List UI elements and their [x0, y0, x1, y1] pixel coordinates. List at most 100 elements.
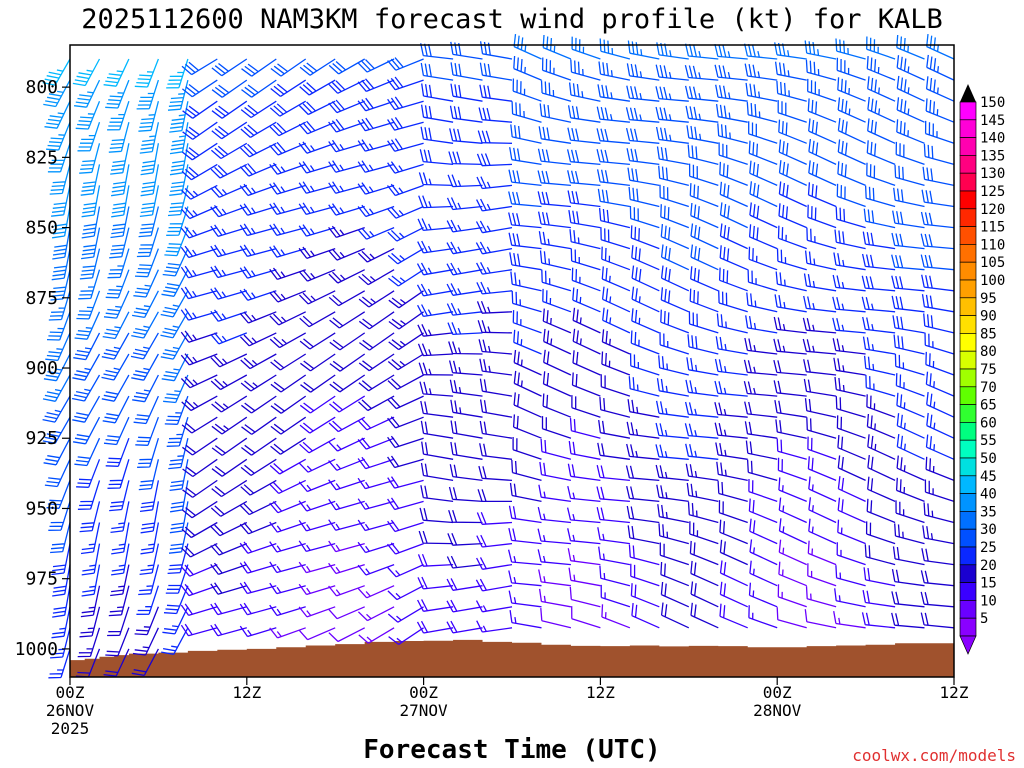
wind-barb — [140, 501, 160, 534]
wind-barb — [923, 502, 955, 524]
wind-barb — [659, 542, 690, 566]
y-tick-label: 900 — [25, 358, 58, 379]
wind-barb — [161, 269, 189, 297]
colorbar-label: 130 — [980, 166, 1005, 182]
wind-barb — [181, 416, 218, 434]
colorbar-label: 110 — [980, 237, 1005, 253]
wind-barb — [76, 290, 101, 320]
wind-barb — [134, 58, 160, 88]
wind-barb — [808, 497, 837, 524]
colorbar-label: 65 — [980, 398, 997, 414]
wind-barb — [446, 599, 483, 613]
wind-barb — [169, 122, 189, 155]
wind-barb — [300, 374, 336, 393]
wind-barb — [748, 498, 778, 524]
colorbar-label: 35 — [980, 504, 997, 520]
wind-barb — [163, 374, 189, 404]
wind-barb — [387, 497, 424, 511]
wind-barb — [417, 553, 454, 567]
wind-barb — [835, 565, 866, 587]
wind-barb — [328, 585, 365, 597]
wind-barb — [479, 358, 513, 376]
wind-barb — [748, 140, 778, 166]
wind-barb — [744, 421, 778, 439]
wind-barb — [690, 581, 719, 608]
wind-barb — [43, 353, 71, 382]
wind-barb — [714, 380, 748, 397]
wind-barb — [597, 188, 631, 208]
wind-barb — [269, 245, 306, 258]
wind-barb — [834, 229, 866, 250]
wind-barb — [181, 79, 218, 98]
wind-barb — [167, 543, 189, 575]
wind-barb — [476, 512, 513, 525]
wind-barb — [542, 371, 572, 397]
wind-barb — [687, 502, 719, 524]
wind-barb — [627, 399, 660, 418]
wind-barb — [180, 623, 218, 637]
wind-barb — [448, 360, 483, 376]
wind-barb — [299, 395, 336, 414]
wind-barb — [778, 561, 807, 587]
wind-barb — [537, 211, 571, 229]
wind-barb — [240, 353, 277, 370]
wind-barb — [509, 482, 542, 503]
wind-barb — [240, 479, 277, 496]
wind-barb — [538, 231, 572, 250]
wind-barb — [891, 568, 925, 587]
wind-barb — [50, 269, 71, 301]
wind-barb — [298, 141, 336, 154]
wind-barb — [210, 163, 248, 179]
wind-barb — [690, 266, 719, 292]
wind-barb — [475, 241, 513, 255]
wind-barb — [109, 480, 130, 512]
chart-title: 2025112600 NAM3KM forecast wind profile … — [81, 4, 943, 35]
colorbar-swatch — [959, 528, 977, 548]
wind-barb — [776, 607, 807, 629]
wind-barb — [269, 202, 306, 216]
colorbar-label: 100 — [980, 273, 1005, 289]
wind-barb — [477, 489, 513, 503]
wind-barb — [598, 208, 631, 229]
wind-barb — [134, 248, 160, 278]
wind-barb — [655, 422, 689, 439]
wind-barb — [387, 519, 424, 533]
wind-barb — [865, 374, 896, 397]
wind-barb — [507, 549, 542, 566]
wind-barb — [837, 435, 866, 460]
wind-barb — [111, 164, 130, 197]
wind-barb — [600, 374, 631, 397]
wind-barb — [357, 477, 395, 490]
wind-barb — [803, 378, 837, 397]
wind-barb — [328, 247, 365, 261]
wind-barb — [239, 602, 277, 616]
wind-barb — [131, 290, 159, 319]
wind-barb — [543, 349, 572, 376]
wind-barb — [684, 65, 719, 81]
wind-barb — [210, 374, 248, 391]
wind-barb — [298, 269, 336, 282]
wind-barb — [867, 476, 896, 502]
wind-barb — [659, 332, 689, 355]
wind-barb — [778, 539, 807, 566]
credit-text: coolwx.com/models — [852, 746, 1016, 765]
wind-barb — [659, 184, 689, 208]
wind-barb — [743, 43, 778, 60]
wind-barb — [537, 148, 571, 166]
wind-barb — [269, 223, 306, 237]
wind-barb — [479, 443, 513, 460]
wind-barb — [211, 100, 248, 119]
colorbar-swatch — [959, 208, 977, 227]
colorbar-swatch — [959, 422, 977, 441]
wind-barb — [420, 462, 454, 482]
wind-barb — [420, 400, 454, 418]
wind-barb — [110, 564, 130, 597]
wind-barb — [239, 266, 277, 279]
wind-barb — [270, 353, 307, 371]
wind-barb — [837, 118, 866, 144]
wind-barb — [537, 549, 571, 566]
wind-barb — [921, 548, 955, 566]
wind-barb — [417, 304, 454, 318]
wind-barb — [743, 359, 778, 376]
wind-barb — [44, 100, 71, 129]
